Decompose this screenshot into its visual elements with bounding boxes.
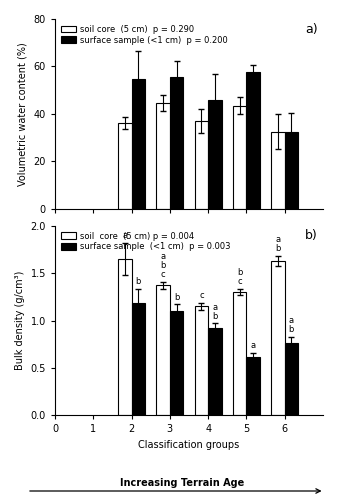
Bar xyxy=(156,286,170,416)
Y-axis label: Bulk density (g/cm³): Bulk density (g/cm³) xyxy=(15,271,25,370)
Bar xyxy=(170,77,183,208)
Text: b: b xyxy=(136,278,141,286)
Bar xyxy=(271,261,285,416)
Bar xyxy=(285,132,298,208)
Bar xyxy=(246,356,260,416)
Text: a
b: a b xyxy=(275,235,281,253)
Legend: soil  core  (5 cm) p = 0.004, surface sample  (<1 cm)  p = 0.003: soil core (5 cm) p = 0.004, surface samp… xyxy=(59,230,232,253)
Bar xyxy=(208,328,221,416)
Bar xyxy=(285,344,298,415)
Bar xyxy=(271,132,285,208)
Text: a
b: a b xyxy=(212,302,218,320)
Text: Increasing Terrain Age: Increasing Terrain Age xyxy=(120,478,245,488)
Text: a: a xyxy=(122,231,127,240)
Text: a: a xyxy=(250,341,256,350)
X-axis label: Classification groups: Classification groups xyxy=(138,440,240,450)
Bar xyxy=(118,259,131,416)
Bar xyxy=(233,106,246,208)
Bar xyxy=(195,306,208,416)
Legend: soil core  (5 cm)  p = 0.290, surface sample (<1 cm)  p = 0.200: soil core (5 cm) p = 0.290, surface samp… xyxy=(59,23,230,46)
Bar xyxy=(233,292,246,416)
Text: c: c xyxy=(199,290,204,300)
Bar xyxy=(131,80,145,208)
Text: b): b) xyxy=(305,230,318,242)
Bar xyxy=(208,100,221,208)
Bar xyxy=(131,302,145,416)
Text: b: b xyxy=(174,292,179,302)
Bar xyxy=(170,311,183,416)
Bar xyxy=(195,121,208,208)
Y-axis label: Volumetric water content (%): Volumetric water content (%) xyxy=(18,42,28,186)
Text: a
b
c: a b c xyxy=(161,252,166,279)
Text: b
c: b c xyxy=(237,268,242,286)
Bar xyxy=(118,124,131,208)
Bar xyxy=(246,72,260,208)
Bar xyxy=(156,103,170,208)
Text: a): a) xyxy=(305,23,318,36)
Text: a
b: a b xyxy=(289,316,294,334)
